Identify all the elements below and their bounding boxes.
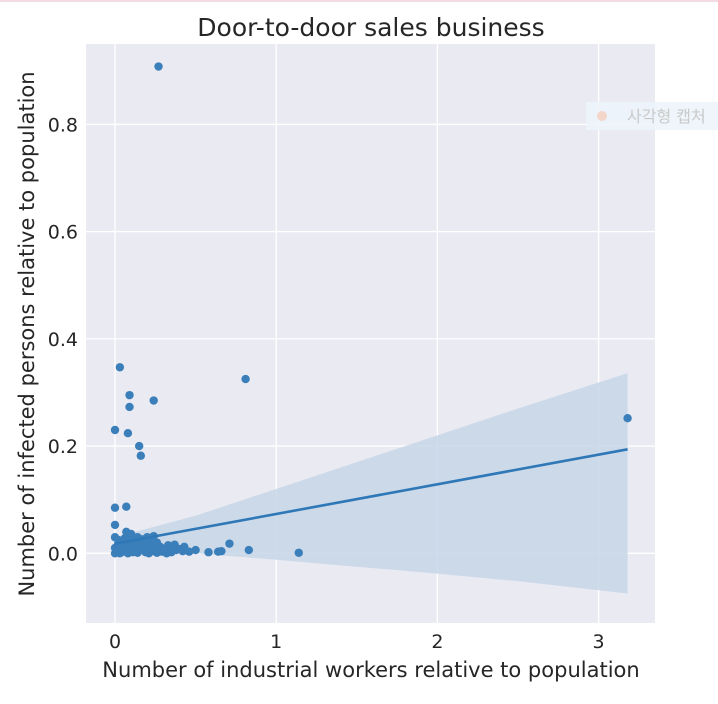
data-point bbox=[623, 414, 632, 423]
data-point bbox=[175, 544, 184, 554]
y-axis-label: Number of infected persons relative to p… bbox=[15, 71, 39, 596]
top-border bbox=[0, 0, 718, 2]
y-tick-labels: 0.0 0.2 0.4 0.6 0.8 bbox=[48, 114, 78, 565]
data-point bbox=[125, 390, 134, 400]
x-axis-label: Number of industrial workers relative to… bbox=[102, 658, 639, 682]
data-point bbox=[136, 451, 146, 460]
data-point bbox=[294, 548, 303, 557]
x-tick-label: 3 bbox=[593, 631, 605, 653]
screen-capture-overlay: 사각형 캡처 bbox=[586, 102, 718, 130]
data-point bbox=[125, 402, 134, 412]
overlay-text: 사각형 캡처 bbox=[627, 107, 706, 126]
data-point bbox=[184, 547, 194, 556]
x-tick-label: 1 bbox=[270, 631, 282, 653]
y-tick-label: 0.0 bbox=[48, 543, 78, 565]
data-point bbox=[149, 539, 158, 548]
data-point bbox=[110, 425, 120, 435]
data-point bbox=[110, 503, 120, 512]
data-point bbox=[244, 545, 254, 555]
data-point bbox=[167, 548, 176, 557]
regression-line bbox=[114, 448, 628, 545]
data-point bbox=[122, 502, 131, 511]
data-point bbox=[131, 540, 141, 549]
data-point bbox=[138, 542, 147, 552]
x-tick-labels: 0 1 2 3 bbox=[109, 631, 605, 653]
y-tick-label: 0.6 bbox=[48, 222, 78, 244]
data-point bbox=[225, 539, 234, 548]
data-point bbox=[241, 374, 250, 384]
data-point bbox=[149, 396, 158, 405]
y-tick-label: 0.4 bbox=[48, 329, 78, 351]
data-point bbox=[217, 546, 226, 556]
y-tick-label: 0.8 bbox=[48, 114, 78, 136]
data-point bbox=[204, 548, 213, 557]
y-tick-label: 0.2 bbox=[48, 436, 78, 458]
data-point bbox=[134, 441, 144, 451]
confidence-band bbox=[115, 373, 628, 594]
x-tick-label: 2 bbox=[431, 631, 443, 653]
data-point bbox=[110, 520, 120, 530]
overlay-dot-icon bbox=[597, 111, 607, 121]
data-point bbox=[154, 62, 163, 71]
data-point bbox=[123, 429, 133, 438]
data-point bbox=[191, 545, 200, 555]
data-point bbox=[115, 363, 125, 372]
chart-title: Door-to-door sales business bbox=[197, 13, 544, 42]
overlay-box bbox=[586, 102, 718, 130]
x-tick-label: 0 bbox=[109, 631, 121, 653]
